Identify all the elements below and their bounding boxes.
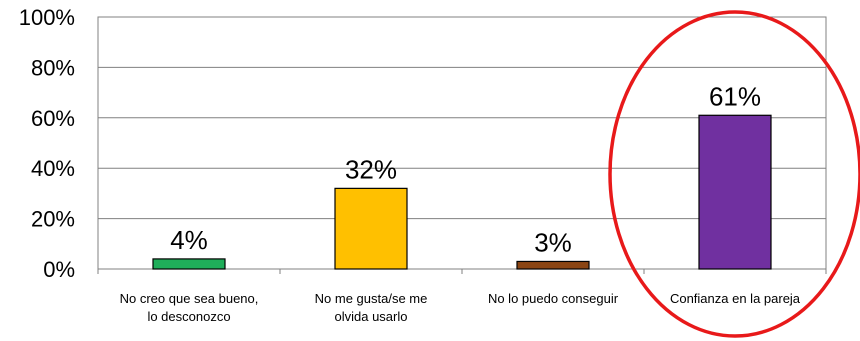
category-label: lo desconozco: [147, 309, 230, 324]
axes: [97, 16, 827, 274]
data-labels: 4% 32% 3% 61%: [170, 81, 761, 257]
data-label: 61%: [709, 81, 761, 111]
bar: [516, 260, 590, 270]
bar: [698, 114, 772, 270]
bars: [152, 114, 772, 270]
y-tick-label: 80%: [31, 55, 75, 80]
category-label: olvida usarlo: [335, 309, 408, 324]
category-label: Confianza en la pareja: [670, 291, 801, 306]
highlight-ellipse: [608, 10, 860, 338]
y-tick-label: 40%: [31, 156, 75, 181]
bar: [334, 187, 408, 270]
y-tick-label: 0%: [43, 257, 75, 282]
category-label: No me gusta/se me: [315, 291, 428, 306]
category-label: No creo que sea bueno,: [120, 291, 259, 306]
y-tick-label: 100%: [19, 5, 75, 30]
highlight-annotation: [608, 10, 860, 338]
data-label: 4%: [170, 225, 208, 255]
category-label: No lo puedo conseguir: [488, 291, 619, 306]
y-tick-label: 60%: [31, 106, 75, 131]
category-labels: No creo que sea bueno, lo desconozco No me…: [120, 291, 801, 324]
data-label: 32%: [345, 154, 397, 184]
y-tick-labels: 0% 20% 40% 60% 80% 100%: [19, 5, 75, 282]
data-label: 3%: [534, 227, 572, 257]
bar: [152, 258, 226, 270]
y-tick-label: 20%: [31, 207, 75, 232]
